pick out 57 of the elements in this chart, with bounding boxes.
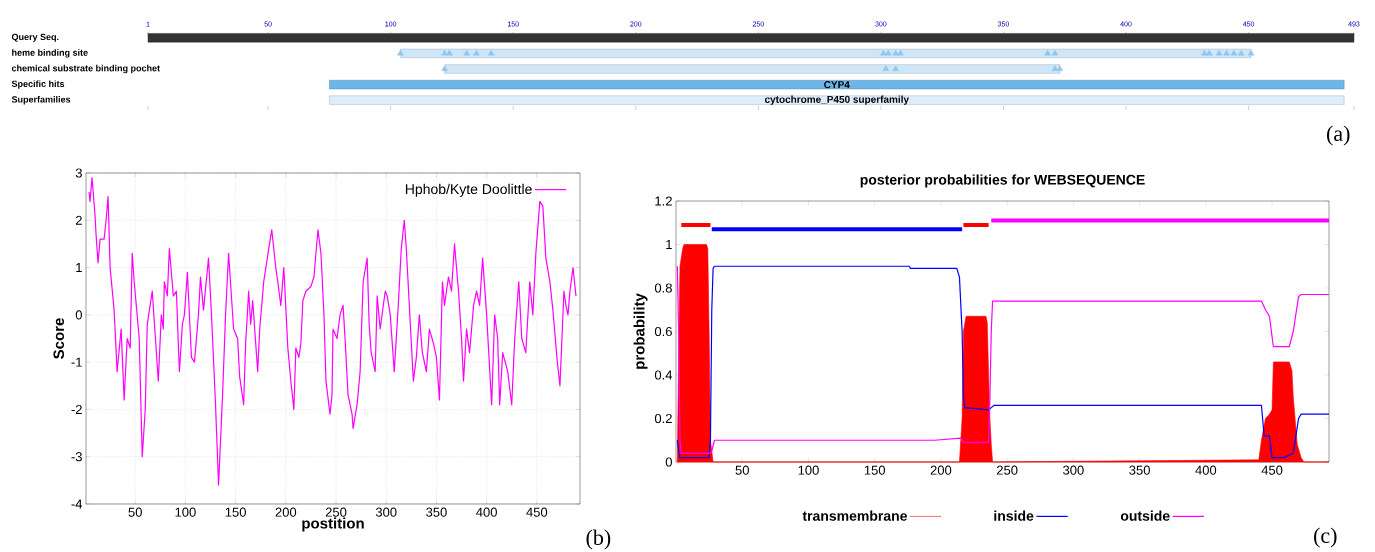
x-tick-label: 250 [996, 465, 1018, 475]
y-tick-label: chemical substrate binding pochet [11, 64, 160, 74]
y-tick-label: Superfamilies [11, 96, 71, 105]
bar [329, 80, 1345, 90]
y-tick-label: Specific hits [11, 80, 65, 89]
y-tick-label: Query Seq. [11, 33, 59, 42]
x-axis-title: postition [302, 517, 364, 532]
legend-label: outside [1120, 510, 1170, 521]
y-tick-label: 1 [76, 263, 82, 273]
x-tick-label: 50 [735, 465, 749, 475]
bar [400, 48, 1252, 58]
y-tick-label: heme binding site [12, 49, 88, 58]
y-axis-title: probability [633, 293, 648, 369]
y-tick-label: 1.2 [655, 196, 672, 206]
x-tick-label: 250 [325, 507, 347, 517]
y-tick-label: 0 [665, 457, 672, 467]
text: (b) [586, 529, 611, 550]
y-tick-label: 1 [666, 240, 672, 249]
line-series [88, 177, 577, 486]
x-tick-label: 350 [1129, 465, 1150, 475]
y-tick-label: -2 [71, 404, 82, 414]
x-tick-label: 150 [864, 465, 886, 475]
x-tick-label: 450 [526, 507, 548, 517]
y-tick-label: 0.6 [654, 326, 672, 337]
y-tick-label: -1 [71, 357, 82, 367]
y-tick-label: 3 [75, 168, 82, 178]
x-tick-label: 300 [375, 507, 397, 517]
x-tick-label: 200 [275, 507, 297, 517]
x-tick-label: 300 [1063, 465, 1084, 475]
text: (c) [1314, 527, 1337, 548]
y-tick-label: 0.8 [654, 283, 672, 293]
x-tick-label: 200 [930, 465, 952, 475]
legend-label: inside [994, 510, 1034, 521]
bar [329, 95, 1345, 105]
x-tick-label: 50 [128, 507, 142, 517]
x-tick-label: 400 [1195, 465, 1217, 475]
data-label: CYP4 [824, 81, 850, 89]
x-tick-label: 400 [476, 507, 497, 517]
y-tick-label: 0.4 [654, 370, 673, 380]
y-tick-label: -3 [71, 452, 82, 462]
y-axis-title: Score [53, 318, 65, 359]
legend-label: Hphob/Kyte Doolittle [405, 183, 532, 197]
x-tick-label: 150 [225, 507, 246, 517]
text: (a) [1327, 125, 1350, 146]
x-tick-label: 450 [1261, 465, 1283, 475]
bar [444, 64, 1061, 74]
y-tick-label: 2 [75, 215, 82, 225]
x-tick-label: 100 [798, 465, 819, 475]
bar [147, 33, 1355, 43]
legend-label: transmembrane [802, 510, 907, 521]
y-tick-label: -4 [71, 499, 83, 509]
y-tick-label: 0 [75, 310, 82, 320]
x-tick-label: 350 [426, 507, 447, 517]
y-tick-label: 0.2 [654, 413, 672, 424]
x-tick-label: 100 [175, 507, 196, 517]
chart-title: posterior probabilities for WEBSEQUENCE [860, 174, 1145, 188]
data-label: cytochrome_P450 superfamily [764, 95, 909, 105]
